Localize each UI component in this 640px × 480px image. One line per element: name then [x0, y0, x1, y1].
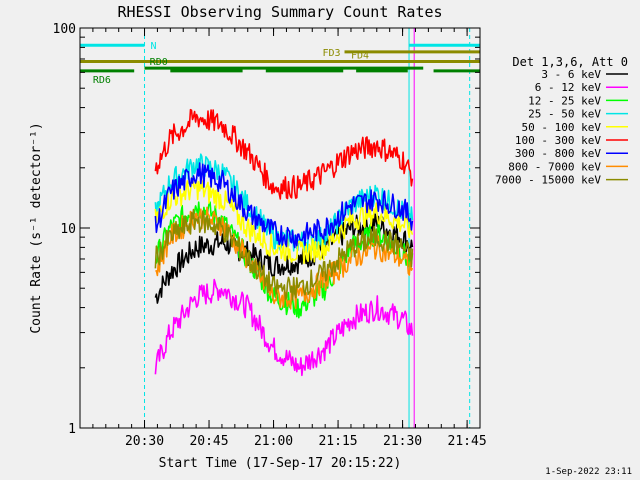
legend-label: 100 - 300 keV [515, 134, 601, 147]
series-line [154, 278, 414, 377]
series-line [154, 162, 414, 249]
x-tick-label: 21:45 [448, 434, 487, 449]
legend-label: 3 - 6 keV [541, 68, 601, 81]
plot-frame [79, 27, 481, 429]
series-line [154, 108, 414, 200]
series-line [154, 153, 414, 254]
footer-timestamp: 1-Sep-2022 23:11 [545, 467, 632, 477]
legend-label: 50 - 100 keV [522, 121, 602, 134]
axes: 20:30 20:45 21:00 21:15 21:30 21:45 1 10 100 [53, 22, 487, 449]
x-tick-label: 21:00 [254, 434, 293, 449]
x-tick-label: 21:15 [318, 434, 357, 449]
x-tick-label: 20:30 [125, 434, 164, 449]
series-line [154, 208, 414, 301]
legend-label: 25 - 50 keV [528, 108, 601, 121]
x-axis-label: Start Time (17-Sep-17 20:15:22) [159, 456, 402, 471]
legend-label: 6 - 12 keV [535, 81, 602, 94]
chart-title: RHESSI Observing Summary Count Rates [117, 3, 442, 21]
legend-label: 800 - 7000 keV [508, 160, 601, 173]
y-tick-label: 1 [68, 422, 76, 437]
flag-label-fd4: FD4 [351, 50, 369, 61]
x-tick-label: 20:45 [189, 434, 228, 449]
flag-label-rd6: RD6 [93, 75, 111, 86]
y-axis-label: Count Rate (s⁻¹ detector⁻¹) [29, 122, 44, 333]
flag-label-n: N [151, 41, 157, 52]
legend-label: 12 - 25 keV [528, 94, 601, 107]
y-tick-label: 10 [60, 222, 76, 237]
data-area: N FD3 FD4 RD0 RD6 [79, 28, 480, 428]
y-tick-label: 100 [53, 22, 76, 37]
flag-label-fd3: FD3 [322, 48, 340, 59]
series-line [154, 176, 414, 265]
legend-label: 7000 - 15000 keV [495, 174, 601, 187]
flag-label-rd0: RD0 [150, 57, 168, 68]
x-tick-label: 21:30 [383, 434, 422, 449]
legend-label: 300 - 800 keV [515, 147, 601, 160]
legend-title: Det 1,3,6, Att 0 [512, 55, 628, 69]
